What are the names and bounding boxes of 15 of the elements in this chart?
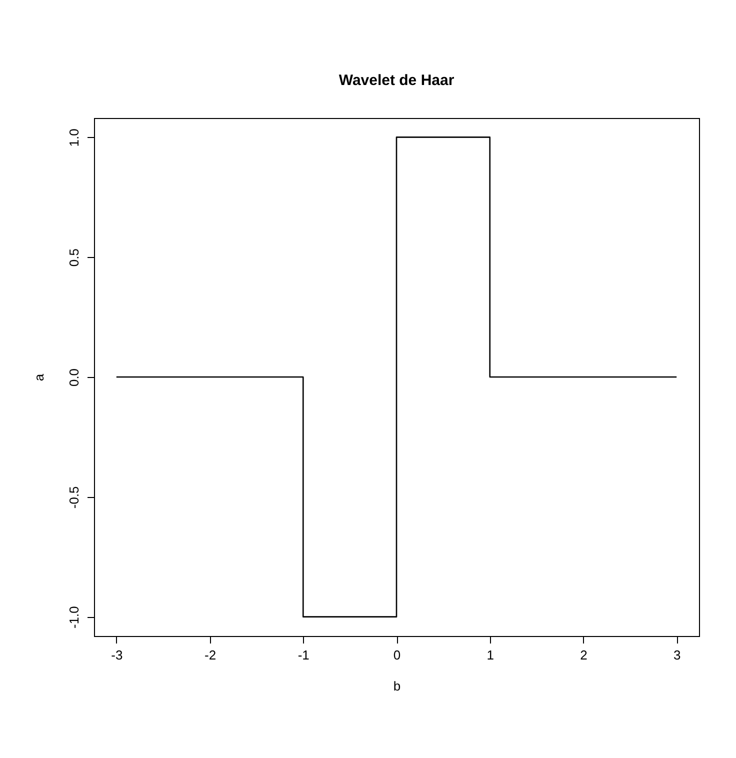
x-tick-label: 1	[486, 648, 494, 662]
x-tick-label: 2	[580, 648, 588, 662]
x-tick-label: -1	[298, 648, 310, 662]
chart-title: Wavelet de Haar	[338, 72, 454, 89]
y-tick-label: 0.5	[66, 248, 82, 267]
x-tick-label: 3	[673, 648, 681, 662]
y-axis-title: a	[32, 373, 46, 382]
x-tick-label: -3	[111, 648, 123, 662]
x-tick-label: 0	[393, 648, 401, 662]
y-tick-label: 1.0	[66, 128, 82, 147]
y-tick-label: -1.0	[66, 606, 82, 629]
x-tick-label: -2	[204, 648, 216, 662]
y-tick-label: -0.5	[66, 486, 82, 509]
y-tick-label: 0.0	[66, 368, 82, 387]
x-axis-title: b	[393, 678, 401, 694]
